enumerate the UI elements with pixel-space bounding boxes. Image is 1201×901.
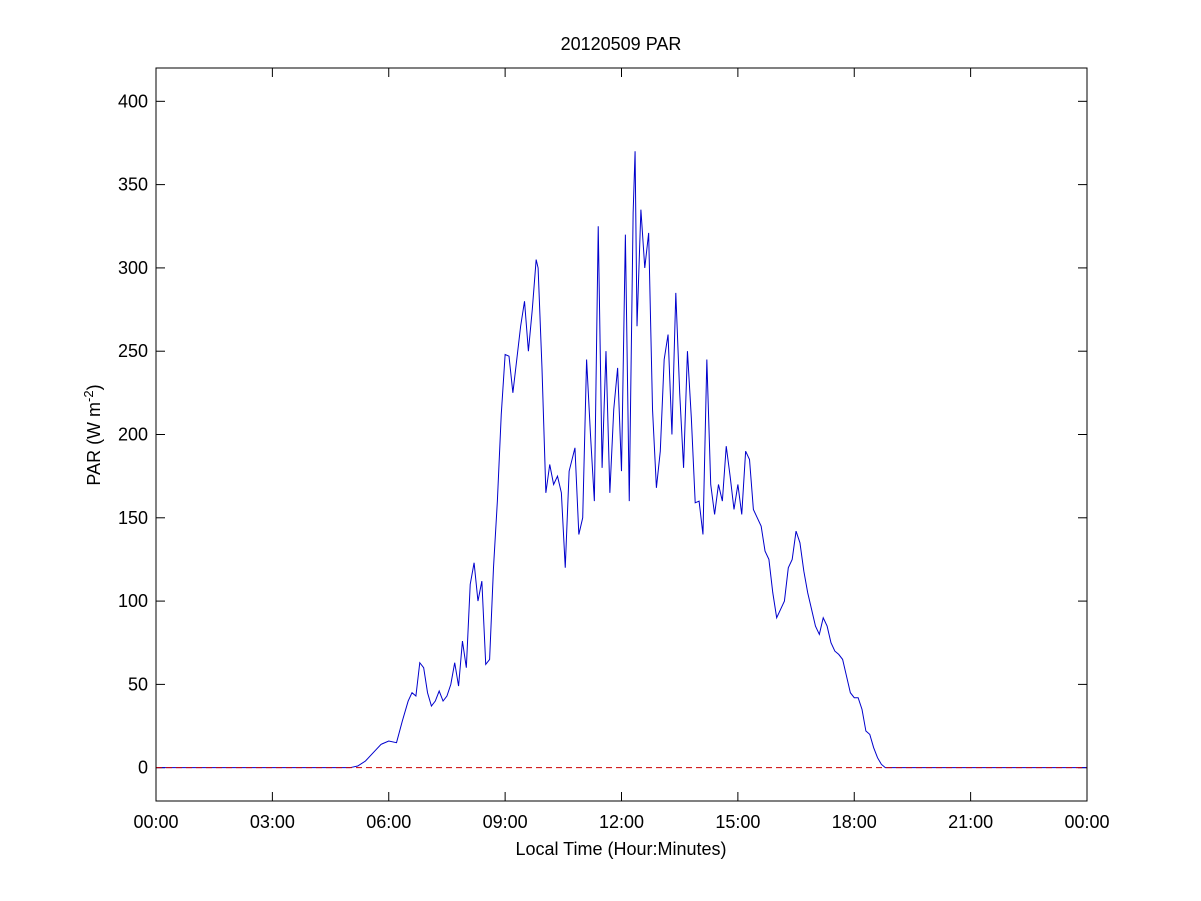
y-tick-label: 50 xyxy=(128,674,148,694)
axes-frame xyxy=(155,67,1088,802)
y-tick-label: 100 xyxy=(118,591,148,611)
tick-labels-layer: 00:00 03:00 06:00 09:00 12:00 15:00 18:00 21:00… xyxy=(118,91,1110,832)
y-axis-title: PAR (W m-2) xyxy=(81,384,105,485)
x-tick-label: 03:00 xyxy=(250,812,295,832)
y-tick-label: 350 xyxy=(118,175,148,195)
y-tick-label: 400 xyxy=(118,91,148,111)
axes-background xyxy=(156,68,1087,801)
x-tick-label: 00:00 xyxy=(133,812,178,832)
y-axis-title-close: ) xyxy=(84,384,104,390)
x-tick-label: 06:00 xyxy=(366,812,411,832)
x-tick-label: 12:00 xyxy=(599,812,644,832)
y-axis-title-sup: -2 xyxy=(81,390,96,402)
x-tick-label: 21:00 xyxy=(948,812,993,832)
x-axis-title: Local Time (Hour:Minutes) xyxy=(515,839,726,859)
y-tick-label: 150 xyxy=(118,508,148,528)
x-tick-label: 18:00 xyxy=(832,812,877,832)
x-tick-label: 00:00 xyxy=(1064,812,1109,832)
chart-title: 20120509 PAR xyxy=(561,34,682,54)
y-axis-title-main: PAR (W m xyxy=(84,402,104,486)
series-line-1 xyxy=(156,151,1087,769)
series-layer xyxy=(156,151,1087,769)
x-tick-label: 09:00 xyxy=(483,812,528,832)
x-tick-label: 15:00 xyxy=(715,812,760,832)
y-tick-label: 250 xyxy=(118,341,148,361)
y-tick-label: 0 xyxy=(138,758,148,778)
y-tick-label: 300 xyxy=(118,258,148,278)
y-tick-label: 200 xyxy=(118,425,148,445)
